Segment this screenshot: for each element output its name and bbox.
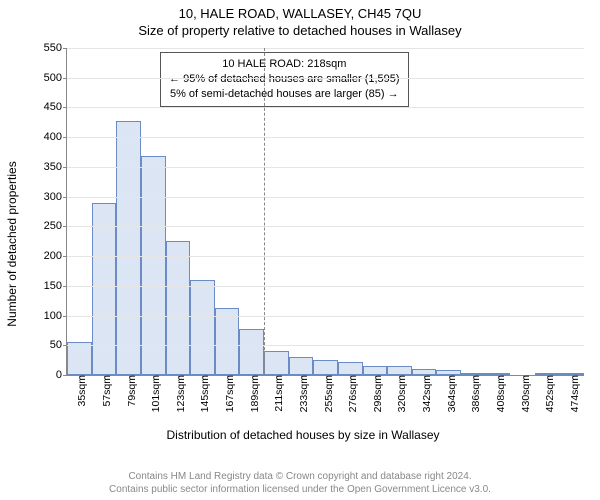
bar xyxy=(190,280,215,375)
footnote-line2: Contains public sector information licen… xyxy=(0,484,600,497)
gridline xyxy=(67,226,584,227)
chart-titles: 10, HALE ROAD, WALLASEY, CH45 7QU Size o… xyxy=(0,0,600,38)
bar xyxy=(289,357,314,375)
x-tick-label: 123sqm xyxy=(169,375,187,412)
y-tick-label: 500 xyxy=(44,72,67,84)
gridline xyxy=(67,316,584,317)
gridline xyxy=(67,286,584,287)
bar xyxy=(92,203,117,375)
x-tick-label: 298sqm xyxy=(366,375,384,412)
x-axis-label: Distribution of detached houses by size … xyxy=(18,428,588,442)
x-tick-label: 35sqm xyxy=(70,375,88,407)
y-tick-label: 550 xyxy=(44,42,67,54)
footnote: Contains HM Land Registry data © Crown c… xyxy=(0,471,600,496)
y-tick-label: 450 xyxy=(44,101,67,113)
x-tick-label: 320sqm xyxy=(390,375,408,412)
x-tick-label: 474sqm xyxy=(563,375,581,412)
y-tick-label: 350 xyxy=(44,161,67,173)
x-tick-label: 233sqm xyxy=(292,375,310,412)
gridline xyxy=(67,78,584,79)
y-tick-label: 200 xyxy=(44,250,67,262)
y-tick-label: 100 xyxy=(44,310,67,322)
x-tick-label: 364sqm xyxy=(440,375,458,412)
highlight-line xyxy=(264,48,265,375)
annotation-line2: ← 95% of detached houses are smaller (1,… xyxy=(169,72,400,87)
annotation-line3: 5% of semi-detached houses are larger (8… xyxy=(169,87,400,102)
x-tick-label: 189sqm xyxy=(243,375,261,412)
title-address: 10, HALE ROAD, WALLASEY, CH45 7QU xyxy=(0,6,600,21)
x-tick-label: 452sqm xyxy=(538,375,556,412)
bar xyxy=(363,366,388,376)
y-tick-label: 300 xyxy=(44,191,67,203)
x-tick-label: 145sqm xyxy=(193,375,211,412)
bar-slot: 474sqm xyxy=(560,48,585,375)
x-tick-label: 276sqm xyxy=(341,375,359,412)
y-axis-label: Number of detached properties xyxy=(5,161,19,326)
y-tick-label: 0 xyxy=(56,369,67,381)
gridline xyxy=(67,197,584,198)
x-tick-label: 408sqm xyxy=(489,375,507,412)
gridline xyxy=(67,256,584,257)
bar xyxy=(215,308,240,375)
gridline xyxy=(67,137,584,138)
bar xyxy=(387,366,412,375)
bar-slot: 364sqm xyxy=(436,48,461,375)
y-tick-label: 250 xyxy=(44,220,67,232)
plot-area: 35sqm57sqm79sqm101sqm123sqm145sqm167sqm1… xyxy=(66,48,584,376)
bar xyxy=(338,362,363,375)
annotation-box: 10 HALE ROAD: 218sqm ← 95% of detached h… xyxy=(160,52,409,107)
bar-slot: 408sqm xyxy=(486,48,511,375)
chart-container: Number of detached properties 35sqm57sqm… xyxy=(18,44,588,444)
x-tick-label: 101sqm xyxy=(144,375,162,412)
bar-slot: 430sqm xyxy=(510,48,535,375)
bar-slot: 342sqm xyxy=(412,48,437,375)
y-tick-label: 150 xyxy=(44,280,67,292)
x-tick-label: 430sqm xyxy=(514,375,532,412)
bar-slot: 79sqm xyxy=(116,48,141,375)
bar-slot: 386sqm xyxy=(461,48,486,375)
bar-slot: 35sqm xyxy=(67,48,92,375)
annotation-line1: 10 HALE ROAD: 218sqm xyxy=(169,57,400,72)
bar-slot: 452sqm xyxy=(535,48,560,375)
gridline xyxy=(67,345,584,346)
x-tick-label: 57sqm xyxy=(95,375,113,407)
x-tick-label: 79sqm xyxy=(120,375,138,407)
title-description: Size of property relative to detached ho… xyxy=(0,23,600,38)
bar xyxy=(141,156,166,375)
bar xyxy=(67,342,92,375)
x-tick-label: 211sqm xyxy=(267,375,285,412)
gridline xyxy=(67,107,584,108)
bar xyxy=(264,351,289,375)
bar xyxy=(313,360,338,375)
bar-slot: 57sqm xyxy=(92,48,117,375)
y-tick-label: 50 xyxy=(50,339,67,351)
bar xyxy=(166,241,191,375)
x-tick-label: 255sqm xyxy=(317,375,335,412)
gridline xyxy=(67,48,584,49)
x-tick-label: 342sqm xyxy=(415,375,433,412)
y-tick-label: 400 xyxy=(44,131,67,143)
x-tick-label: 167sqm xyxy=(218,375,236,412)
bar xyxy=(239,329,264,375)
gridline xyxy=(67,167,584,168)
bar xyxy=(116,121,141,375)
footnote-line1: Contains HM Land Registry data © Crown c… xyxy=(0,471,600,484)
x-tick-label: 386sqm xyxy=(464,375,482,412)
